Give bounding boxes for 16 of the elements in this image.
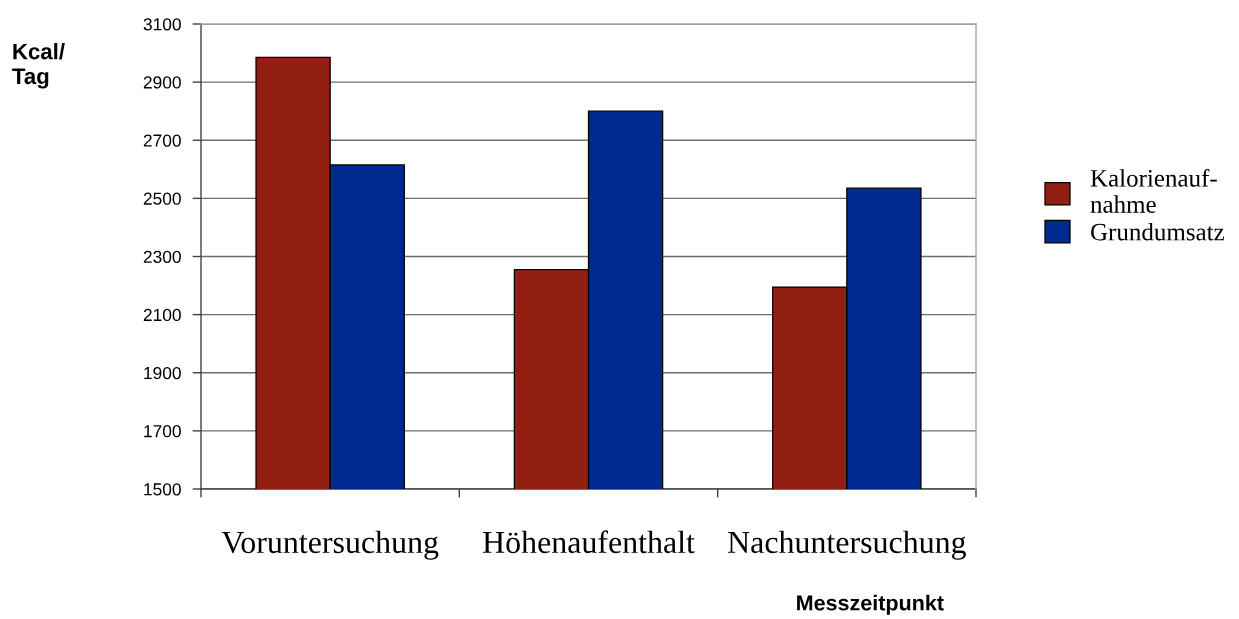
x-tick-label: Höhenaufenthalt <box>482 530 695 554</box>
y-tick-label: 2500 <box>143 192 181 205</box>
x-tick-label: Voruntersuchung <box>221 530 439 560</box>
y-tick-label: 1500 <box>144 483 181 496</box>
y-tick-label: 1900 <box>144 366 181 380</box>
y-axis-title: Kcal/ Tag <box>12 43 65 89</box>
x-tick-label: Nachuntersuchung <box>728 530 966 560</box>
legend-label: Kalorienauf- nahme <box>1090 168 1217 213</box>
x-axis-title: Messzeitpunkt <box>797 594 944 615</box>
y-tick-label: 2900 <box>143 76 181 89</box>
y-tick-label: 2700 <box>143 134 181 147</box>
y-tick-label: 1700 <box>144 425 181 438</box>
legend-label: Grundumsatz <box>1091 222 1224 241</box>
y-tick-label: 2300 <box>143 250 181 263</box>
y-tick-label: 3100 <box>143 18 181 31</box>
y-tick-label: 2100 <box>143 308 181 322</box>
